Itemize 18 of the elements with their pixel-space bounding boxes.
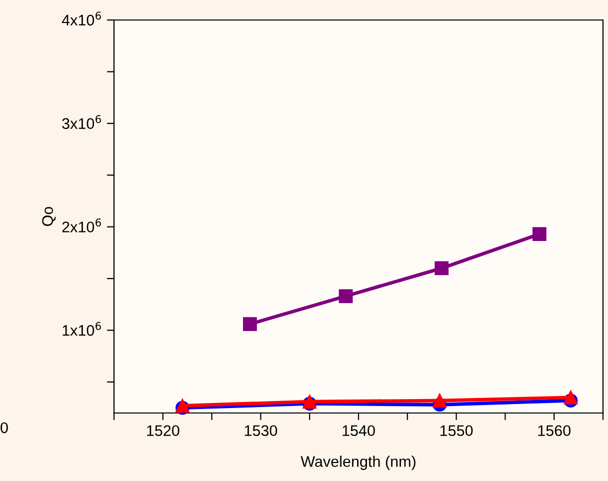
point (434, 261, 449, 276)
point (338, 289, 353, 304)
y-tick-label: 2x10$^{6}$ (62, 218, 101, 232)
x-tick-label: 1530 (244, 425, 278, 436)
point (532, 227, 546, 242)
x-tick-label: 1520 (147, 425, 180, 436)
point (432, 394, 447, 408)
y-tick-label: 1x10$^{6}$ (62, 322, 101, 336)
x-tick-label: 1540 (342, 425, 375, 436)
x-axis-title: Wavelength (nm) (300, 456, 416, 470)
x-tick-label: 1560 (538, 425, 570, 436)
text: 0 (0, 422, 8, 434)
point (564, 390, 578, 404)
x-tick-label: 1550 (440, 425, 473, 436)
y-tick-label: 3x10$^{6}$ (62, 115, 101, 129)
y-axis-title: Qo (42, 206, 56, 226)
point (242, 317, 257, 332)
y-tick-label: 4x10$^{6}$ (62, 12, 101, 26)
